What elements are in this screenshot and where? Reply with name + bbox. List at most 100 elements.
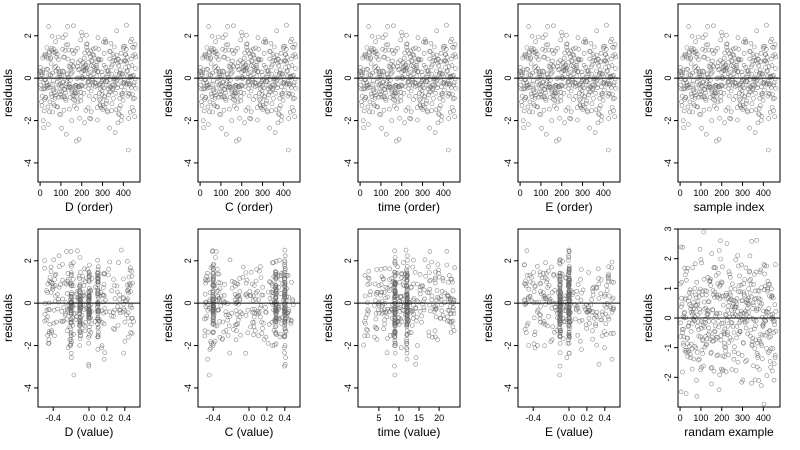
y-axis-label: residuals: [1, 69, 15, 117]
residual-point: [213, 64, 218, 69]
x-tick-label: 0.2: [101, 413, 114, 423]
residual-point: [731, 71, 737, 76]
residual-point: [366, 268, 372, 274]
residual-point: [714, 46, 720, 51]
residual-point: [68, 326, 73, 332]
residual-point: [723, 345, 729, 350]
residual-point: [718, 256, 724, 262]
x-tick-label: 0: [38, 188, 43, 198]
residual-point: [57, 282, 63, 288]
residual-point: [721, 90, 727, 96]
residual-point: [45, 83, 50, 88]
residual-point: [732, 80, 738, 85]
residual-point: [230, 58, 235, 64]
residual-point: [278, 103, 283, 108]
residual-point: [382, 321, 387, 327]
residual-point: [452, 265, 458, 271]
residual-point: [737, 329, 743, 334]
residual-point: [611, 45, 617, 50]
residual-point: [95, 326, 101, 331]
residual-point: [88, 321, 94, 327]
residual-point: [680, 330, 685, 335]
residual-point: [731, 52, 737, 58]
residual-point: [65, 56, 71, 62]
residual-point: [433, 78, 439, 84]
residual-point: [736, 57, 742, 63]
residual-point: [750, 58, 756, 64]
y-tick-label: 2: [343, 33, 353, 38]
residual-point: [589, 108, 594, 113]
residual-point: [588, 40, 594, 46]
residual-point: [106, 71, 112, 76]
residual-point: [282, 287, 288, 293]
residual-point: [757, 269, 763, 275]
residual-point: [276, 63, 282, 68]
residual-point: [368, 61, 374, 66]
residual-point: [695, 34, 701, 40]
residual-point: [278, 118, 284, 123]
residual-point: [225, 56, 231, 62]
residual-point: [69, 264, 74, 269]
residual-point: [759, 84, 764, 90]
residual-point: [248, 269, 254, 275]
residual-point: [114, 289, 120, 295]
residual-point: [133, 54, 139, 60]
residual-point: [101, 285, 106, 290]
residual-point: [217, 112, 222, 117]
residual-point: [211, 274, 216, 279]
residual-point: [740, 72, 745, 78]
residual-point: [82, 50, 88, 56]
residual-point: [381, 326, 387, 332]
residual-point: [282, 316, 288, 322]
residual-point: [538, 281, 544, 287]
residual-point: [402, 120, 407, 125]
residual-point: [557, 299, 563, 305]
residual-point: [703, 320, 709, 325]
residual-point: [198, 76, 204, 82]
x-axis-label: E (value): [545, 425, 593, 439]
x-axis-label: randam example: [684, 425, 774, 439]
residual-point: [578, 277, 583, 282]
residual-point: [404, 41, 409, 47]
x-axis-label: C (value): [225, 425, 274, 439]
residual-point: [597, 67, 603, 73]
residual-point: [261, 39, 266, 45]
residual-point: [227, 314, 233, 319]
residual-point: [379, 289, 384, 295]
residual-point: [77, 276, 82, 281]
residual-point: [703, 90, 709, 96]
residual-point: [705, 24, 710, 29]
residual-point: [686, 72, 692, 77]
residual-point: [249, 109, 254, 115]
residual-point: [752, 377, 758, 383]
residual-point: [725, 303, 731, 309]
residual-point: [405, 316, 410, 321]
residual-point: [545, 24, 550, 29]
residual-point: [523, 330, 529, 335]
residual-point: [81, 283, 87, 288]
residual-point: [700, 80, 705, 85]
residual-point: [735, 359, 741, 365]
x-tick-label: 0.2: [581, 413, 594, 423]
residual-point: [742, 277, 747, 282]
residual-point: [118, 50, 124, 56]
residual-point: [277, 67, 283, 73]
residual-point: [273, 282, 278, 288]
residual-point: [392, 317, 398, 323]
residual-point: [689, 346, 695, 352]
residual-point: [710, 58, 715, 64]
residual-point: [758, 103, 763, 108]
residual-point: [736, 289, 741, 295]
residual-point: [746, 71, 752, 76]
residual-point: [87, 51, 92, 57]
residual-point: [388, 61, 394, 67]
y-axis-label: residuals: [481, 294, 495, 342]
residual-point: [413, 318, 419, 324]
residual-point: [692, 261, 698, 267]
x-tick-label: 200: [554, 188, 569, 198]
residual-point: [534, 51, 540, 57]
residual-point: [538, 112, 544, 117]
residual-point: [564, 44, 570, 50]
residual-point: [444, 262, 450, 268]
residual-point: [375, 104, 380, 110]
